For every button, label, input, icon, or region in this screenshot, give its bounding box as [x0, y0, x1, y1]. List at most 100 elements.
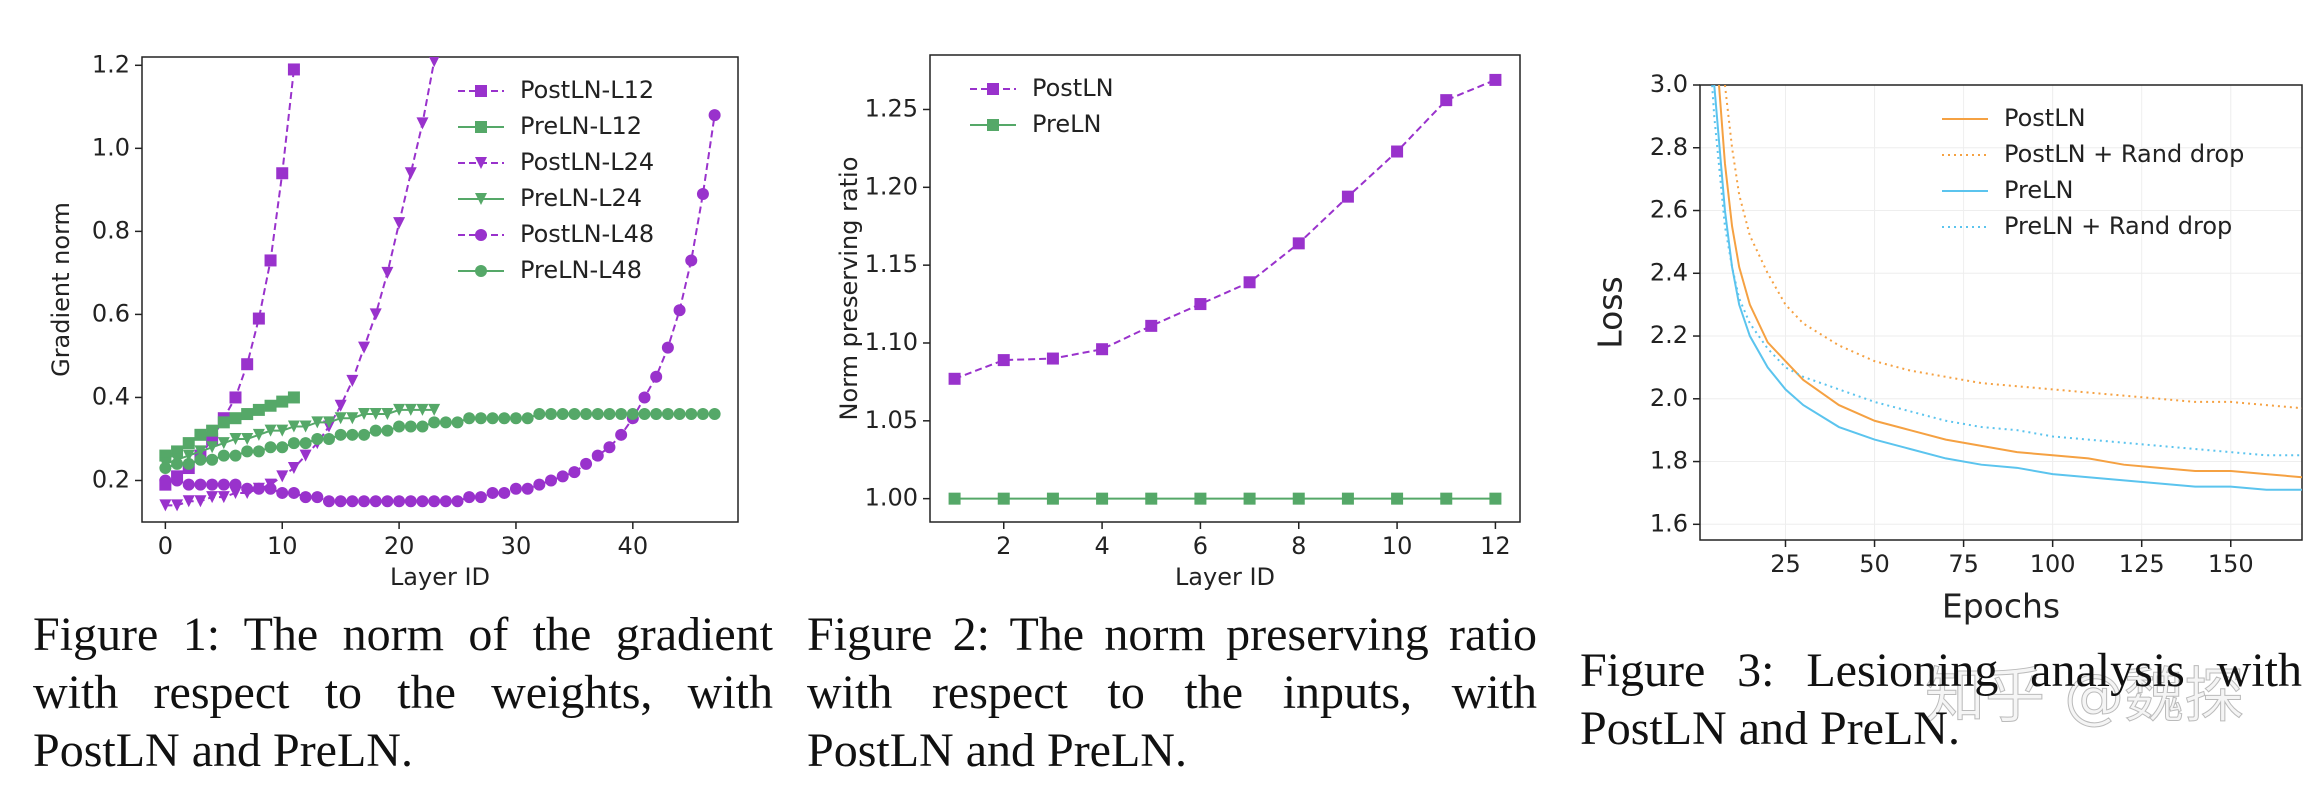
marker [1440, 492, 1453, 505]
y-tick-label: 1.05 [865, 406, 918, 434]
marker [287, 420, 300, 433]
marker [1096, 343, 1109, 356]
marker [685, 408, 698, 421]
marker [404, 403, 417, 416]
marker [206, 453, 219, 466]
x-tick-label: 8 [1291, 532, 1306, 560]
marker [229, 449, 242, 462]
plot-area [1711, 85, 2302, 491]
y-tick-label: 0.6 [92, 299, 130, 327]
marker [545, 408, 558, 421]
y-tick-label: 2.2 [1650, 321, 1688, 349]
marker [948, 372, 961, 385]
y-tick-label: 1.2 [92, 50, 130, 78]
legend-label: PostLN-L24 [520, 148, 654, 176]
marker [171, 474, 184, 487]
caption: Figure 1: The norm of the gradient with … [33, 608, 773, 777]
x-axis-label: Epochs [1942, 587, 2060, 626]
marker [439, 416, 452, 429]
marker [217, 478, 230, 491]
marker [521, 412, 534, 425]
y-tick-label: 1.6 [1650, 509, 1688, 537]
marker [276, 441, 289, 454]
marker [696, 188, 709, 201]
marker [182, 478, 195, 491]
marker [685, 254, 698, 267]
marker [1046, 492, 1059, 505]
marker [533, 408, 546, 421]
marker [358, 428, 371, 441]
marker [264, 482, 277, 495]
marker [334, 428, 347, 441]
marker [545, 474, 558, 487]
marker [206, 478, 219, 491]
marker [638, 391, 651, 404]
marker [299, 420, 312, 433]
marker [638, 408, 651, 421]
caption: Figure 2: The norm preserving ratio with… [807, 608, 1537, 777]
marker [1489, 73, 1502, 86]
marker [369, 495, 382, 508]
legend-label: PostLN [1032, 74, 1114, 102]
marker [369, 308, 382, 321]
marker [171, 457, 184, 470]
marker [252, 482, 265, 495]
plot-area [948, 73, 1502, 505]
marker [615, 408, 628, 421]
marker [287, 63, 300, 76]
legend-label: PreLN [2004, 176, 2073, 204]
x-tick-label: 10 [1382, 532, 1413, 560]
x-axis-label: Layer ID [1175, 563, 1275, 591]
marker [580, 408, 593, 421]
marker [369, 424, 382, 437]
marker [708, 109, 721, 122]
x-tick-label: 6 [1193, 532, 1208, 560]
marker [393, 403, 406, 416]
axes-frame [929, 54, 1521, 523]
marker [229, 432, 242, 445]
marker [475, 265, 487, 277]
marker [416, 403, 429, 416]
marker [404, 495, 417, 508]
marker [206, 441, 219, 454]
marker [673, 408, 686, 421]
watermark: 知乎 @魏探 [1925, 662, 2244, 732]
marker [287, 486, 300, 499]
legend-label: PostLN-L12 [520, 76, 654, 104]
marker [311, 416, 324, 429]
marker [997, 492, 1010, 505]
marker [287, 437, 300, 450]
marker [650, 370, 663, 383]
y-tick-label: 1.00 [865, 484, 918, 512]
y-tick-label: 0.4 [92, 382, 130, 410]
marker [404, 420, 417, 433]
marker [346, 428, 359, 441]
axes-frame [141, 56, 739, 523]
marker [475, 157, 487, 169]
series-line [1711, 85, 2302, 457]
marker [287, 462, 300, 475]
marker [217, 491, 230, 504]
marker [603, 441, 616, 454]
y-tick-label: 3.0 [1650, 70, 1688, 98]
marker [346, 495, 359, 508]
marker [241, 408, 254, 421]
x-tick-label: 4 [1094, 532, 1109, 560]
y-axis-label: Gradient norm [47, 202, 75, 377]
marker [264, 254, 277, 267]
marker [299, 491, 312, 504]
marker [591, 449, 604, 462]
x-tick-label: 50 [1859, 550, 1890, 578]
y-axis-label: Loss [1591, 276, 1630, 348]
x-tick-label: 12 [1480, 532, 1511, 560]
marker [322, 495, 335, 508]
marker [276, 167, 289, 180]
marker [393, 495, 406, 508]
marker [1489, 492, 1502, 505]
marker [1096, 492, 1109, 505]
marker [1145, 492, 1158, 505]
y-tick-label: 2.4 [1650, 258, 1688, 286]
marker [393, 217, 406, 230]
legend-label: PreLN-L48 [520, 256, 642, 284]
marker [287, 391, 300, 404]
